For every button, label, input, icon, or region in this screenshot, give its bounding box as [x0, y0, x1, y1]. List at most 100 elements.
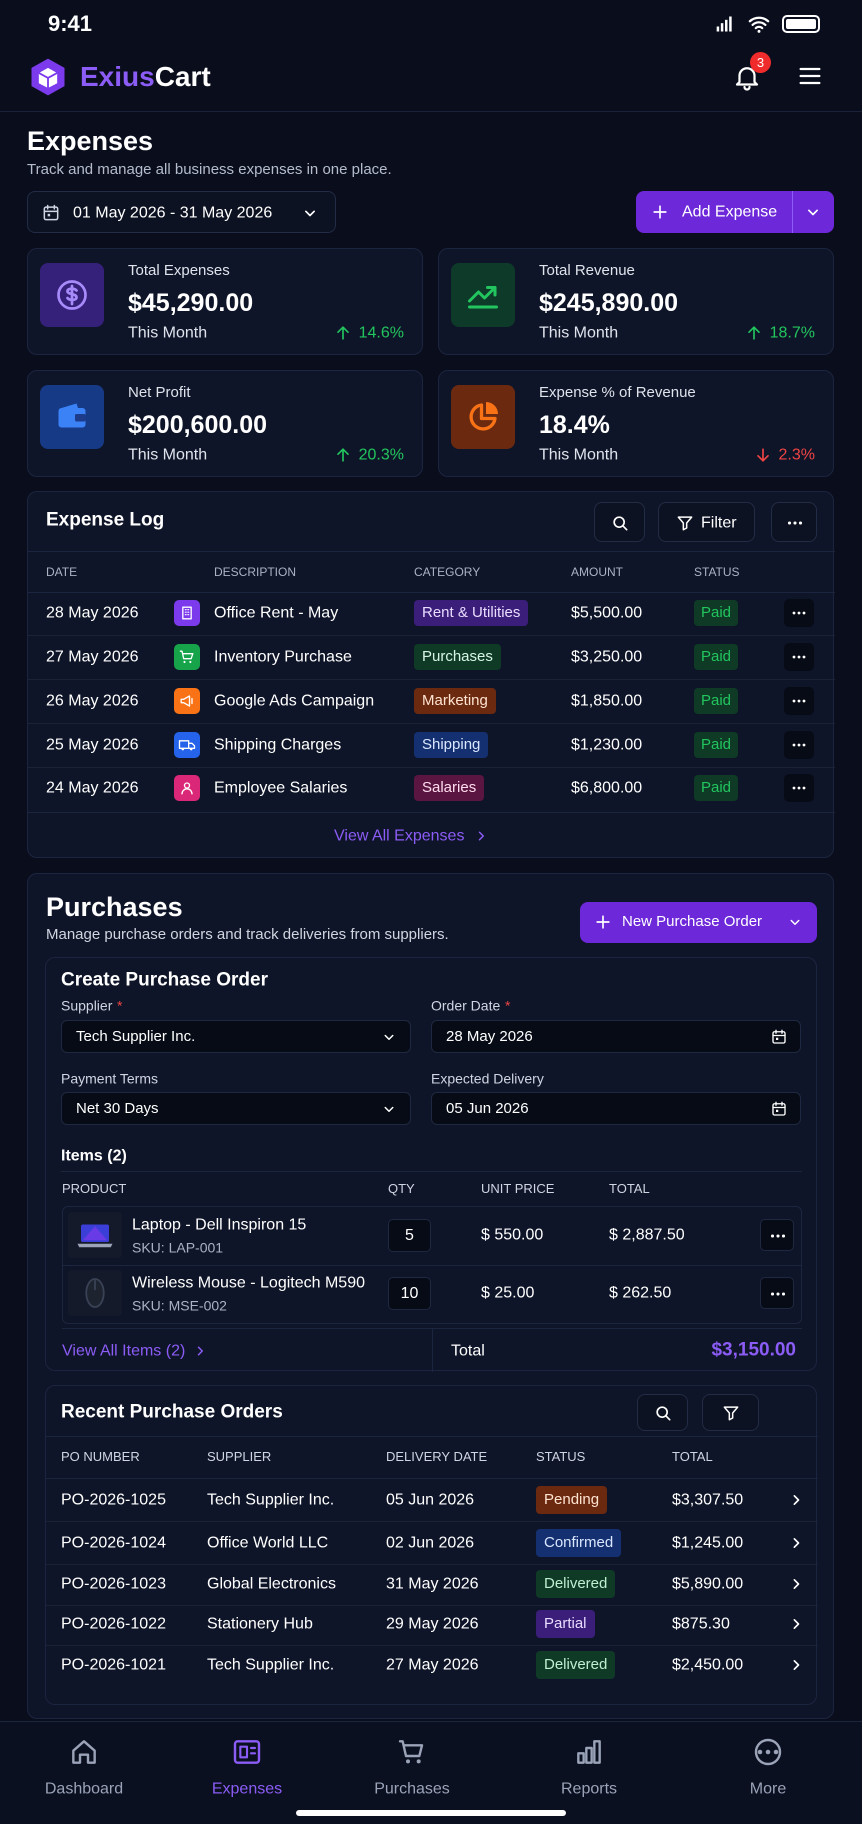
filter-label: Filter — [701, 514, 737, 532]
select-input[interactable]: Tech Supplier Inc. — [61, 1020, 411, 1053]
expense-date: 24 May 2026 — [46, 779, 139, 797]
row-menu[interactable] — [784, 774, 814, 802]
nav-icon — [68, 1736, 100, 1768]
stat-change: 2.3% — [778, 446, 815, 464]
select-input[interactable]: Net 30 Days — [61, 1092, 411, 1125]
row-chevron[interactable] — [786, 1574, 806, 1594]
chevron — [300, 203, 320, 223]
filter-button[interactable] — [702, 1394, 759, 1431]
product-image — [73, 1272, 117, 1314]
add-expense-button[interactable]: Add Expense — [636, 191, 834, 233]
qty-value: 10 — [400, 1284, 419, 1302]
notification-bell[interactable] — [732, 62, 762, 92]
row-divider — [46, 1645, 818, 1646]
category-glyph — [177, 778, 197, 798]
row-menu[interactable] — [784, 731, 814, 759]
items-title: Items (2) — [61, 1147, 127, 1165]
po-supplier: Global Electronics — [207, 1575, 336, 1593]
po-delivery-date: 31 May 2026 — [386, 1575, 479, 1593]
column-header: AMOUNT — [571, 564, 623, 579]
search-button[interactable] — [637, 1394, 688, 1431]
date-range-picker[interactable]: 01 May 2026 - 31 May 2026 — [27, 191, 336, 233]
po-number: PO-2026-1024 — [61, 1534, 166, 1552]
qty-input[interactable]: 10 — [388, 1277, 431, 1310]
expense-date: 26 May 2026 — [46, 692, 139, 710]
qty-input[interactable]: 5 — [388, 1219, 431, 1252]
stat-label: Total Expenses — [128, 262, 230, 279]
add-expense-label: Add Expense — [682, 203, 778, 221]
row-chevron[interactable] — [786, 1490, 806, 1510]
field-value: 05 Jun 2026 — [446, 1100, 529, 1117]
nav-icon — [231, 1736, 263, 1768]
brand-part: Cart — [154, 61, 211, 93]
view-all-expenses[interactable]: View All Expenses — [334, 827, 465, 845]
divider — [28, 812, 835, 813]
nav-label: Reports — [560, 1780, 618, 1798]
status-time: 9:41 — [48, 10, 93, 36]
product-sku: SKU: LAP-001 — [132, 1239, 224, 1256]
item-total: $ 2,887.50 — [609, 1226, 685, 1244]
po-status-pill: Delivered — [536, 1570, 616, 1598]
purchases-subtitle: Manage purchase orders and track deliver… — [46, 926, 449, 943]
nav-item[interactable]: More — [708, 1728, 828, 1808]
required-mark: * — [117, 997, 123, 1014]
row-divider — [28, 635, 835, 636]
required-mark: * — [505, 997, 511, 1014]
dots-icon — [789, 603, 809, 623]
date-input[interactable]: 05 Jun 2026 — [431, 1092, 801, 1125]
date-input[interactable]: 28 May 2026 — [431, 1020, 801, 1053]
stat-period: This Month — [128, 324, 208, 342]
expense-description: Office Rent - May — [214, 604, 339, 622]
new-purchase-order-button[interactable]: New Purchase Order — [580, 902, 817, 943]
column-header: PRODUCT — [62, 1181, 127, 1197]
row-chevron[interactable] — [786, 1533, 806, 1553]
stat-icon — [451, 263, 515, 327]
chevron — [191, 1342, 209, 1360]
row-menu[interactable] — [784, 599, 814, 627]
date-range: 01 May 2026 - 31 May 2026 — [73, 204, 273, 222]
brand-name: ExiusCart — [80, 60, 211, 94]
row-menu[interactable] — [760, 1219, 794, 1251]
grand-total: $3,150.00 — [711, 1339, 796, 1361]
filter-button[interactable]: Filter — [658, 502, 755, 542]
product-name: Laptop - Dell Inspiron 15 — [132, 1216, 307, 1234]
expense-description: Inventory Purchase — [214, 648, 352, 666]
chevron — [472, 827, 490, 845]
column-header: DELIVERY DATE — [386, 1449, 488, 1465]
chevron — [803, 202, 823, 222]
dots-icon — [789, 735, 809, 755]
trend-arrow — [333, 323, 353, 343]
view-all-items[interactable]: View All Items (2) — [62, 1342, 186, 1360]
more-button[interactable] — [771, 502, 817, 542]
field-label: Order Date — [431, 997, 501, 1014]
row-menu[interactable] — [784, 643, 814, 671]
row-divider — [46, 1605, 818, 1606]
page-subtitle: Track and manage all business expenses i… — [27, 161, 392, 178]
nav-item[interactable]: Dashboard — [24, 1728, 144, 1808]
page-title: Expenses — [27, 125, 154, 156]
row-menu[interactable] — [760, 1277, 794, 1309]
category-pill: Purchases — [414, 644, 501, 670]
menu-button[interactable] — [796, 62, 824, 90]
chevron — [380, 1100, 398, 1118]
row-chevron[interactable] — [786, 1655, 806, 1675]
stat-card: Expense % of Revenue 18.4% This Month 2.3% — [438, 370, 834, 477]
nav-item[interactable]: Purchases — [352, 1728, 472, 1808]
nav-item[interactable]: Expenses — [187, 1728, 307, 1808]
stat-value: $200,600.00 — [128, 411, 268, 439]
row-menu[interactable] — [784, 687, 814, 715]
chevron — [786, 913, 804, 931]
search-button[interactable] — [594, 502, 645, 542]
row-chevron[interactable] — [786, 1614, 806, 1634]
po-total: $5,890.00 — [672, 1575, 744, 1593]
chevron — [380, 1028, 398, 1046]
column-header: PO NUMBER — [61, 1449, 140, 1465]
expense-log-title: Expense Log — [46, 509, 165, 531]
nav-item[interactable]: Reports — [529, 1728, 649, 1808]
expense-date: 25 May 2026 — [46, 736, 139, 754]
row-divider — [28, 767, 835, 768]
product-image — [73, 1214, 117, 1256]
po-delivery-date: 29 May 2026 — [386, 1615, 479, 1633]
category-pill: Rent & Utilities — [414, 600, 529, 626]
po-total: $1,245.00 — [672, 1534, 744, 1552]
